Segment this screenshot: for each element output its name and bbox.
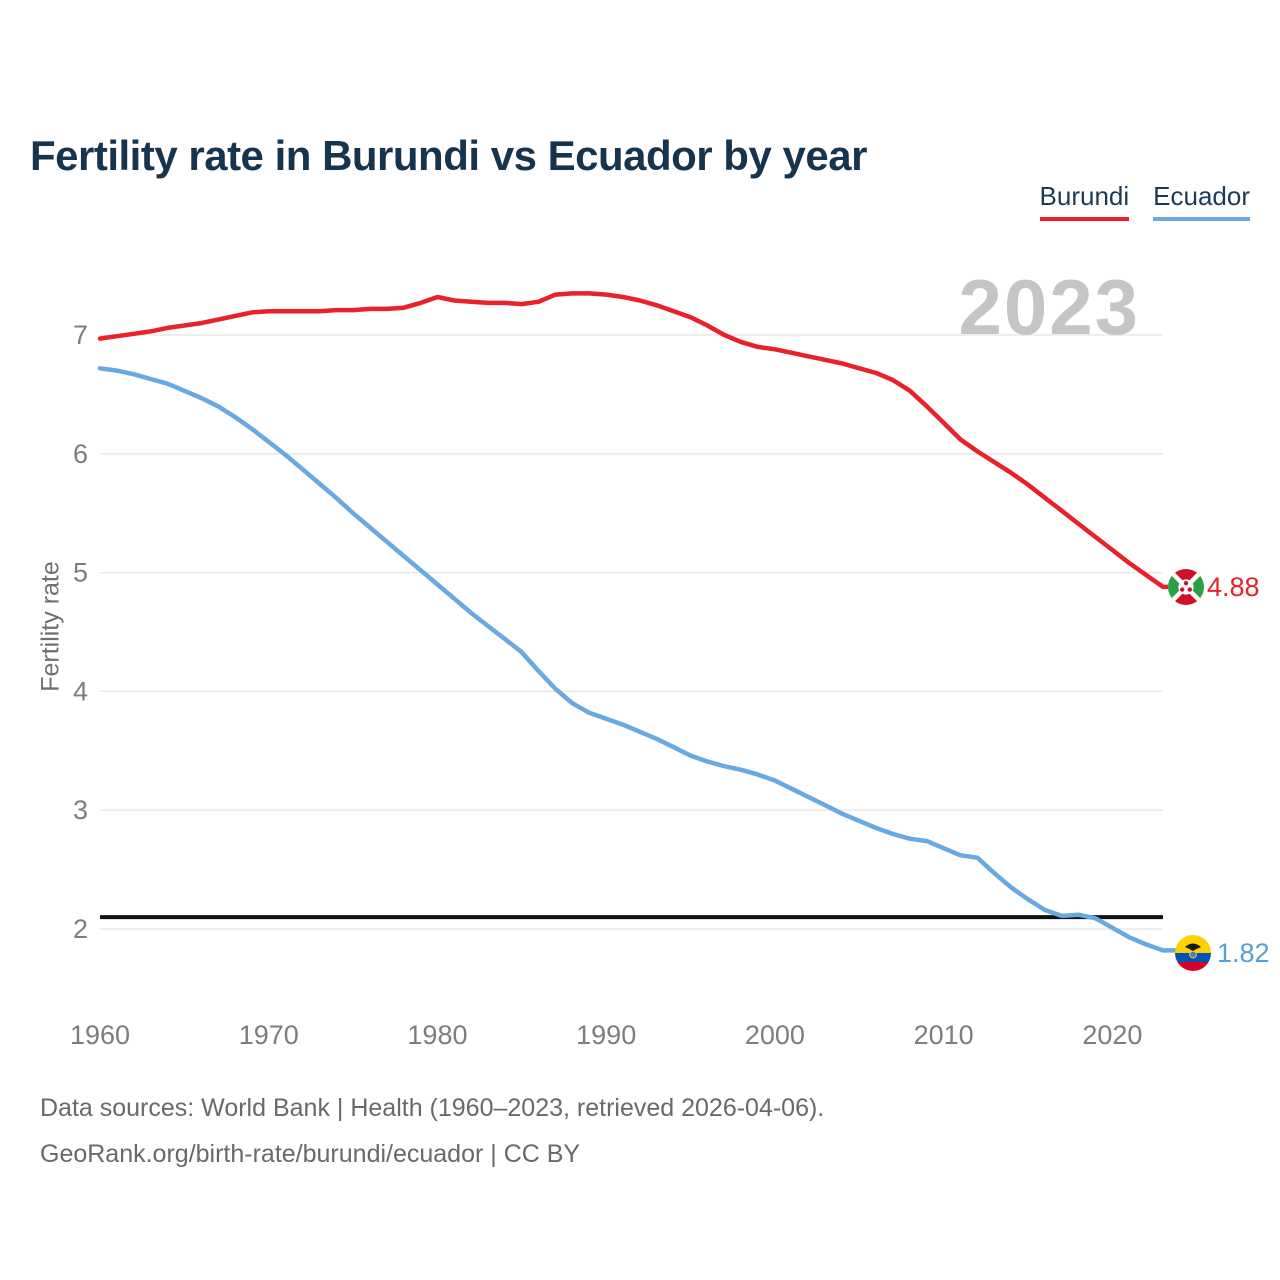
y-tick-label: 3 <box>73 795 88 825</box>
ecuador-end-value: 1.82 <box>1217 938 1270 968</box>
legend-item-ecuador[interactable]: Ecuador <box>1153 182 1250 221</box>
footer: Data sources: World Bank | Health (1960–… <box>40 1085 824 1177</box>
x-tick-label: 2000 <box>745 1020 805 1050</box>
attribution-line: GeoRank.org/birth-rate/burundi/ecuador |… <box>40 1140 581 1168</box>
burundi-flag-icon <box>1168 569 1204 605</box>
y-axis-title: Fertility rate <box>36 561 65 692</box>
x-tick-label: 1980 <box>407 1020 467 1050</box>
legend-item-burundi[interactable]: Burundi <box>1039 182 1130 221</box>
series-line-ecuador <box>97 366 1178 953</box>
chart-title: Fertility rate in Burundi vs Ecuador by … <box>30 132 867 180</box>
series-line-burundi <box>97 291 1178 590</box>
y-tick-label: 6 <box>73 439 88 469</box>
y-tick-label: 5 <box>73 558 88 588</box>
y-tick-label: 2 <box>73 914 88 944</box>
burundi-end-value: 4.88 <box>1207 572 1260 602</box>
y-tick-label: 7 <box>73 320 88 350</box>
x-tick-label: 2010 <box>914 1020 974 1050</box>
watermark-year: 2023 <box>958 263 1140 351</box>
x-tick-label: 1990 <box>576 1020 636 1050</box>
x-tick-label: 1960 <box>70 1020 130 1050</box>
y-tick-label: 4 <box>73 676 88 706</box>
x-tick-label: 1970 <box>239 1020 299 1050</box>
data-sources-line: Data sources: World Bank | Health (1960–… <box>40 1094 825 1122</box>
ecuador-flag-icon <box>1175 935 1211 971</box>
x-tick-label: 2020 <box>1082 1020 1142 1050</box>
legend: Burundi Ecuador <box>1039 182 1250 221</box>
